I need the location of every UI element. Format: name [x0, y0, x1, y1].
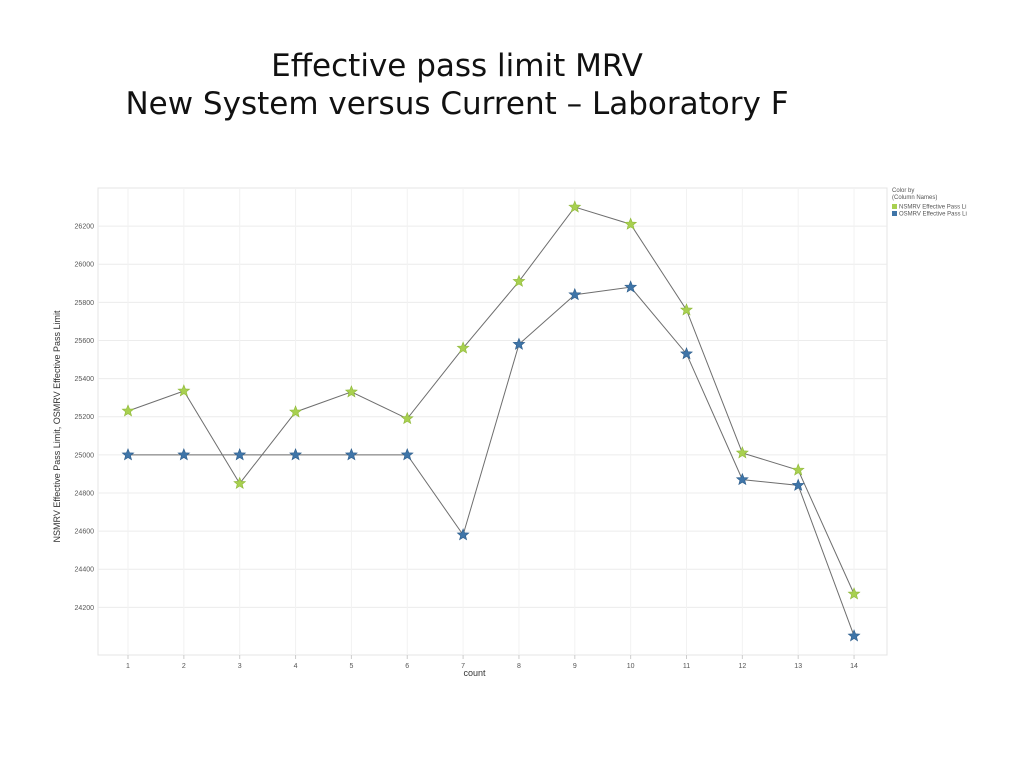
data-point-star — [735, 446, 749, 459]
data-point-star — [400, 411, 414, 425]
x-tick-label: 8 — [517, 663, 521, 670]
data-point-star — [121, 448, 135, 461]
chart-title-line2: New System versus Current – Laboratory F — [125, 86, 789, 122]
y-tick-label: 26000 — [75, 262, 95, 269]
data-point-star — [344, 448, 358, 461]
x-tick-label: 7 — [461, 663, 465, 670]
x-tick-label: 10 — [627, 663, 635, 670]
data-point-star — [735, 472, 749, 486]
legend-swatch — [892, 211, 897, 216]
data-point-star — [791, 478, 805, 491]
data-point-star — [177, 448, 191, 461]
data-point-star — [400, 448, 414, 461]
y-tick-label: 24800 — [75, 490, 95, 497]
data-point-star — [512, 337, 526, 350]
data-point-star — [568, 200, 582, 213]
y-tick-label: 24600 — [75, 529, 95, 536]
data-point-star — [344, 385, 358, 398]
data-point-star — [177, 384, 191, 397]
chart-title-line1: Effective pass limit MRV — [271, 48, 643, 84]
plot-area — [97, 187, 888, 656]
legend-title: Color by — [892, 188, 914, 194]
legend-swatch — [892, 204, 897, 209]
x-tick-label: 12 — [738, 663, 746, 670]
x-axis-title: count — [463, 668, 486, 678]
x-tick-label: 2 — [182, 663, 186, 670]
y-tick-label: 24400 — [75, 567, 95, 574]
x-tick-label: 3 — [238, 663, 242, 670]
data-point-star — [456, 528, 470, 541]
data-point-star — [680, 347, 693, 360]
data-point-star — [847, 629, 861, 642]
data-point-star — [233, 476, 247, 489]
data-point-star — [568, 287, 582, 301]
data-point-star — [791, 463, 805, 476]
y-tick-label: 25600 — [75, 338, 95, 345]
data-point-star — [624, 280, 638, 293]
data-point-star — [289, 405, 303, 418]
series-line-1 — [127, 206, 855, 595]
x-tick-label: 6 — [405, 663, 409, 670]
data-point-star — [847, 587, 861, 600]
y-tick-label: 25200 — [75, 414, 95, 421]
y-tick-label: 25800 — [75, 300, 95, 307]
x-tick-label: 11 — [683, 663, 690, 670]
y-tick-label: 24200 — [75, 605, 95, 612]
x-tick-label: 4 — [294, 663, 298, 670]
data-point-star — [233, 448, 247, 461]
data-point-star — [512, 274, 526, 287]
y-tick-label: 25000 — [75, 452, 95, 459]
legend-entry: OSMRV Effective Pass Li — [899, 212, 967, 218]
y-tick-label: 25400 — [75, 376, 95, 383]
legend-subtitle: (Column Names) — [892, 195, 937, 201]
data-point-star — [121, 404, 135, 417]
x-tick-label: 5 — [349, 663, 353, 670]
series-line-2 — [128, 286, 855, 637]
data-point-star — [680, 303, 693, 316]
chart-title: Effective pass limit MRV New System vers… — [0, 48, 914, 124]
legend-entry: NSMRV Effective Pass Li — [899, 205, 966, 211]
x-tick-label: 9 — [573, 663, 577, 670]
data-point-star — [456, 341, 470, 354]
y-axis-title: NSMRV Effective Pass Limit, OSMRV Effect… — [52, 310, 62, 542]
x-tick-label: 14 — [850, 663, 858, 670]
y-tick-label: 26200 — [75, 224, 95, 231]
x-tick-label: 1 — [126, 663, 130, 670]
x-tick-label: 13 — [794, 663, 802, 670]
data-point-star — [624, 217, 638, 230]
data-point-star — [289, 448, 303, 461]
